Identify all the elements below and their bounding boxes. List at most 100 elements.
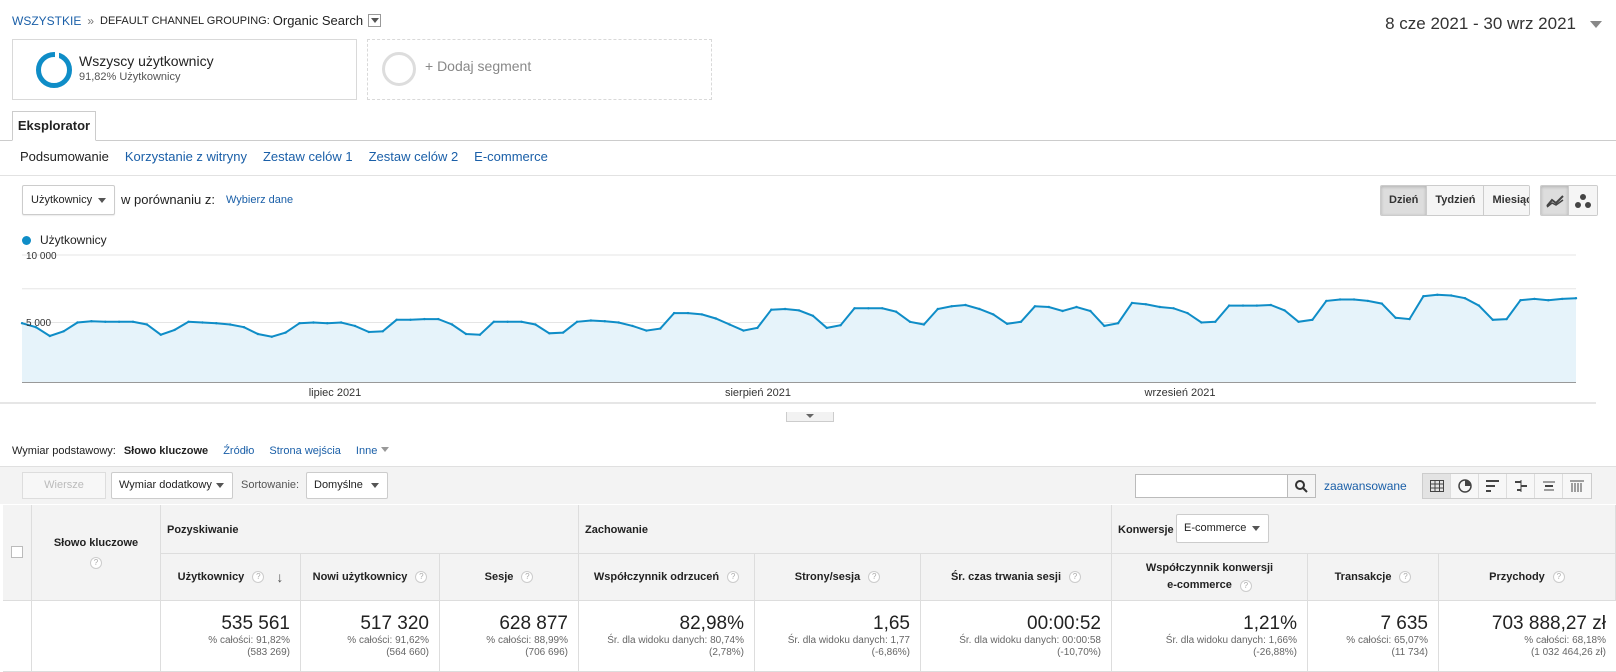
- data-point[interactable]: [187, 320, 190, 323]
- data-point[interactable]: [76, 321, 79, 324]
- data-point[interactable]: [1227, 304, 1231, 307]
- data-point[interactable]: [714, 317, 717, 320]
- data-point[interactable]: [700, 313, 704, 316]
- data-point[interactable]: [1089, 309, 1092, 313]
- data-point[interactable]: [1047, 305, 1051, 309]
- data-point[interactable]: [1172, 307, 1175, 310]
- dimension-other[interactable]: Inne: [356, 445, 389, 457]
- data-point[interactable]: [1311, 318, 1314, 321]
- data-point[interactable]: [228, 323, 232, 326]
- choose-data-link[interactable]: Wybierz dane: [226, 194, 294, 206]
- data-point[interactable]: [978, 307, 981, 311]
- data-point[interactable]: [48, 334, 51, 338]
- data-point[interactable]: [173, 328, 176, 332]
- advanced-filter-link[interactable]: zaawansowane: [1324, 479, 1407, 493]
- data-point[interactable]: [409, 318, 412, 321]
- data-point[interactable]: [381, 330, 384, 333]
- data-point[interactable]: [312, 321, 315, 324]
- col-header-transactions[interactable]: Transakcje?: [1308, 554, 1439, 601]
- data-point[interactable]: [90, 320, 93, 323]
- data-point[interactable]: [1005, 322, 1009, 325]
- data-point[interactable]: [1325, 299, 1328, 303]
- data-point[interactable]: [1560, 297, 1564, 301]
- data-point[interactable]: [1408, 317, 1411, 321]
- help-icon[interactable]: ?: [90, 556, 102, 569]
- plot-rows-button[interactable]: Wiersze wykresu: [22, 472, 106, 516]
- data-point[interactable]: [936, 307, 939, 311]
- data-point[interactable]: [117, 320, 121, 323]
- data-point[interactable]: [464, 332, 468, 336]
- help-icon[interactable]: ?: [1552, 571, 1565, 583]
- data-point[interactable]: [395, 318, 398, 321]
- help-icon[interactable]: ?: [727, 571, 740, 583]
- metric-select[interactable]: Użytkownicy: [22, 185, 115, 215]
- dimension-keyword[interactable]: Słowo kluczowe: [123, 445, 209, 474]
- data-point[interactable]: [1463, 297, 1467, 300]
- help-icon[interactable]: ?: [521, 571, 534, 583]
- data-point[interactable]: [1075, 305, 1078, 309]
- data-point[interactable]: [1186, 311, 1189, 315]
- data-point[interactable]: [783, 307, 787, 311]
- data-point[interactable]: [1241, 304, 1245, 307]
- data-point[interactable]: [506, 320, 509, 323]
- data-point[interactable]: [797, 309, 801, 312]
- col-header-avg-session-duration[interactable]: Śr. czas trwania sesji?: [921, 554, 1112, 601]
- data-point[interactable]: [1103, 324, 1106, 328]
- data-point[interactable]: [270, 335, 273, 338]
- period-day-button[interactable]: Dzień: [1381, 186, 1428, 215]
- data-point[interactable]: [617, 321, 620, 324]
- data-point[interactable]: [145, 323, 149, 326]
- data-point[interactable]: [867, 307, 870, 310]
- data-point[interactable]: [1380, 302, 1384, 305]
- comparison-view-icon[interactable]: [1507, 474, 1535, 498]
- help-icon[interactable]: ?: [1239, 580, 1252, 592]
- collapse-chart-handle[interactable]: [786, 412, 834, 422]
- data-point[interactable]: [908, 320, 912, 323]
- col-header-new-users[interactable]: Nowi użytkownicy?: [301, 554, 440, 601]
- search-button[interactable]: [1288, 474, 1316, 498]
- data-point[interactable]: [922, 323, 926, 326]
- data-point[interactable]: [256, 332, 260, 336]
- data-point[interactable]: [1283, 309, 1286, 312]
- data-point[interactable]: [742, 329, 745, 332]
- data-point[interactable]: [992, 313, 995, 316]
- data-point[interactable]: [1352, 298, 1356, 301]
- data-point[interactable]: [811, 314, 815, 317]
- subtab-goal-set-1[interactable]: Zestaw celów 1: [262, 149, 353, 164]
- data-point[interactable]: [603, 320, 606, 323]
- pie-view-icon[interactable]: [1451, 474, 1479, 498]
- data-point[interactable]: [1547, 299, 1550, 302]
- grouping-dropdown-icon[interactable]: [368, 14, 382, 27]
- data-point[interactable]: [1158, 305, 1162, 309]
- data-point[interactable]: [20, 322, 24, 325]
- period-month-button[interactable]: Miesiąc: [1484, 186, 1529, 215]
- data-point[interactable]: [1200, 321, 1203, 324]
- data-point[interactable]: [1144, 303, 1148, 306]
- data-point[interactable]: [242, 326, 246, 329]
- data-table-view-icon[interactable]: [1423, 474, 1451, 498]
- data-point[interactable]: [839, 324, 842, 327]
- data-point[interactable]: [1394, 316, 1397, 319]
- data-point[interactable]: [645, 329, 648, 332]
- sort-select[interactable]: Domyślne: [306, 472, 388, 499]
- data-point[interactable]: [853, 307, 856, 310]
- data-point[interactable]: [561, 331, 565, 334]
- data-point[interactable]: [825, 326, 828, 330]
- data-point[interactable]: [284, 331, 287, 334]
- data-point[interactable]: [770, 308, 773, 311]
- data-point[interactable]: [1019, 320, 1023, 323]
- help-icon[interactable]: ?: [1399, 571, 1412, 583]
- line-chart-icon[interactable]: [1541, 186, 1570, 215]
- data-point[interactable]: [1033, 305, 1037, 308]
- data-point[interactable]: [520, 320, 523, 323]
- data-point[interactable]: [353, 324, 357, 328]
- period-week-button[interactable]: Tydzień: [1427, 186, 1485, 215]
- col-header-users[interactable]: Użytkownicy? ↓: [161, 554, 301, 601]
- col-header-ecommerce-conversion-rate[interactable]: Współczynnik konwersji e-commerce?: [1112, 554, 1308, 601]
- data-point[interactable]: [1214, 320, 1217, 323]
- subtab-goal-set-2[interactable]: Zestaw celów 2: [368, 149, 459, 164]
- data-point[interactable]: [1366, 299, 1370, 303]
- help-icon[interactable]: ?: [1069, 571, 1082, 583]
- conversions-type-select[interactable]: E-commerce: [1176, 514, 1269, 543]
- dimension-source[interactable]: Źródło: [223, 445, 255, 457]
